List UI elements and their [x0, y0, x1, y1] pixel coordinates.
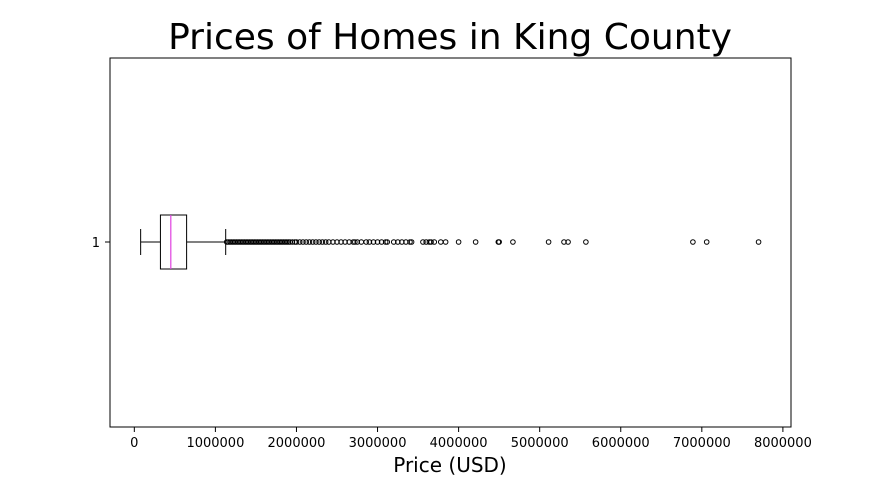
- x-axis-ticks: 0 1000000 2000000 3000000 4000000 5000000 6000…: [130, 427, 812, 451]
- outlier-point: [755, 239, 762, 245]
- outlier-point: [382, 239, 389, 245]
- outlier-point: [403, 239, 409, 245]
- outlier-point: [350, 239, 357, 245]
- outlier-point: [408, 239, 415, 245]
- outlier-point: [399, 239, 405, 245]
- y-axis-ticks: 1: [92, 236, 110, 251]
- x-tick-label: 5000000: [511, 436, 569, 451]
- outlier-point: [390, 239, 397, 245]
- outlier-point: [561, 239, 567, 245]
- outlier-point: [370, 239, 377, 245]
- x-tick-label: 7000000: [673, 436, 731, 451]
- outlier-point: [431, 239, 438, 245]
- box-layer: [140, 214, 227, 270]
- outlier-point: [303, 239, 309, 245]
- x-axis-label: Price (USD): [393, 453, 507, 477]
- x-tick-label: 3000000: [349, 436, 407, 451]
- outlier-point: [455, 239, 462, 245]
- outlier-point: [437, 239, 444, 245]
- outlier-layer: [223, 239, 762, 245]
- outlier-point: [283, 239, 290, 245]
- outlier-point: [330, 239, 336, 245]
- outlier-point: [306, 239, 313, 245]
- outlier-point: [420, 239, 426, 245]
- outlier-point: [285, 239, 292, 245]
- outlier-point: [293, 239, 300, 245]
- outlier-point: [565, 239, 571, 245]
- outlier-point: [428, 239, 434, 245]
- outlier-point: [703, 239, 710, 245]
- outlier-point: [338, 239, 344, 245]
- outlier-point: [363, 239, 369, 245]
- x-tick-label: 6000000: [592, 436, 650, 451]
- outlier-point: [322, 239, 329, 245]
- outlier-point: [319, 239, 326, 245]
- outlier-point: [354, 239, 361, 245]
- outlier-point: [442, 239, 449, 245]
- outlier-point: [472, 239, 479, 245]
- outlier-point: [395, 239, 401, 245]
- outlier-point: [352, 239, 358, 245]
- outlier-point: [296, 239, 303, 245]
- x-tick-label: 4000000: [430, 436, 488, 451]
- outlier-point: [334, 239, 340, 245]
- x-tick-label: 2000000: [268, 436, 326, 451]
- outlier-point: [407, 239, 413, 245]
- x-tick-label: 1000000: [186, 436, 244, 451]
- outlier-point: [510, 239, 516, 245]
- y-tick-label: 1: [92, 236, 100, 251]
- outlier-point: [690, 239, 696, 245]
- outlier-point: [289, 239, 296, 245]
- outlier-point: [384, 239, 391, 245]
- outlier-point: [309, 239, 316, 245]
- outlier-point: [326, 239, 332, 245]
- outlier-point: [366, 239, 373, 245]
- chart-title: Prices of Homes in King County: [168, 17, 732, 58]
- outlier-point: [496, 239, 502, 245]
- x-tick-label: 8000000: [754, 436, 812, 451]
- outlier-point: [346, 239, 352, 245]
- outlier-point: [300, 239, 306, 245]
- outlier-point: [583, 239, 589, 245]
- outlier-point: [545, 239, 552, 245]
- outlier-point: [374, 239, 381, 245]
- iqr-box: [159, 214, 188, 270]
- outlier-point: [378, 239, 385, 245]
- outlier-point: [342, 239, 348, 245]
- outlier-point: [316, 239, 322, 245]
- x-tick-label: 0: [130, 436, 138, 451]
- outlier-point: [313, 239, 319, 245]
